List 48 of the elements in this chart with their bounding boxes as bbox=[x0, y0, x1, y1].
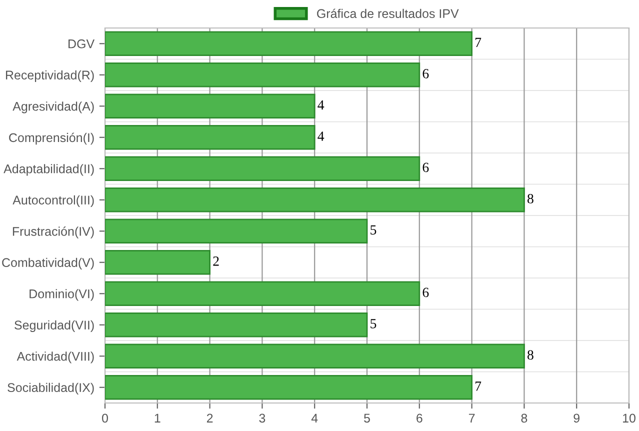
x-tick-label: 1 bbox=[154, 414, 160, 422]
bar bbox=[105, 31, 472, 56]
bar bbox=[105, 94, 316, 119]
legend-label: Gráfica de resultados IPV bbox=[317, 8, 459, 18]
data-label: 4 bbox=[318, 100, 324, 110]
x-tick-label: 10 bbox=[623, 414, 636, 423]
bar bbox=[105, 344, 525, 369]
data-label: 5 bbox=[370, 225, 376, 235]
x-tick-label: 8 bbox=[521, 414, 528, 423]
y-tick-label: DGV bbox=[68, 39, 95, 48]
data-label: 8 bbox=[528, 350, 534, 360]
y-tick-label: Frustración(IV) bbox=[12, 226, 94, 238]
x-tick-label: 3 bbox=[259, 414, 266, 423]
y-tick-label: Sociabilidad(IX) bbox=[8, 382, 94, 394]
y-tick-label: Actividad(VIII) bbox=[16, 352, 94, 364]
x-tick-label: 9 bbox=[574, 414, 580, 423]
y-tick-label: Comprensión(I) bbox=[9, 132, 94, 145]
y-tick-label: Combatividad(V) bbox=[2, 258, 94, 270]
data-label: 7 bbox=[475, 382, 482, 391]
x-tick-label: 5 bbox=[364, 414, 370, 423]
y-tick-label: Adaptabilidad(II) bbox=[4, 164, 94, 176]
data-label: 6 bbox=[422, 162, 429, 172]
data-label: 7 bbox=[475, 38, 482, 47]
bar bbox=[105, 124, 316, 150]
bar bbox=[105, 374, 472, 400]
bar bbox=[105, 218, 368, 244]
bar bbox=[105, 250, 210, 275]
bar bbox=[105, 187, 525, 212]
data-label: 2 bbox=[213, 256, 219, 266]
bar bbox=[105, 62, 420, 88]
data-label: 6 bbox=[422, 288, 429, 298]
data-label: 6 bbox=[422, 69, 429, 78]
y-tick-label: Autocontrol(III) bbox=[12, 195, 94, 207]
y-tick-label: Agresividad(A) bbox=[12, 102, 94, 114]
bar bbox=[105, 156, 420, 182]
y-tick-label: Seguridad(VII) bbox=[14, 320, 94, 332]
y-tick-label: Dominio(VI) bbox=[30, 289, 94, 301]
x-tick-label: 7 bbox=[468, 414, 475, 422]
y-tick-label: Receptividad(R) bbox=[6, 70, 94, 82]
bar bbox=[105, 312, 368, 338]
x-tick-label: 0 bbox=[102, 414, 108, 423]
data-label: 8 bbox=[528, 194, 534, 204]
data-label: 5 bbox=[370, 319, 376, 328]
x-tick-label: 2 bbox=[206, 414, 213, 422]
x-tick-label: 4 bbox=[311, 414, 318, 422]
bar bbox=[105, 281, 420, 306]
x-tick-label: 6 bbox=[416, 414, 422, 423]
data-label: 4 bbox=[318, 132, 324, 141]
